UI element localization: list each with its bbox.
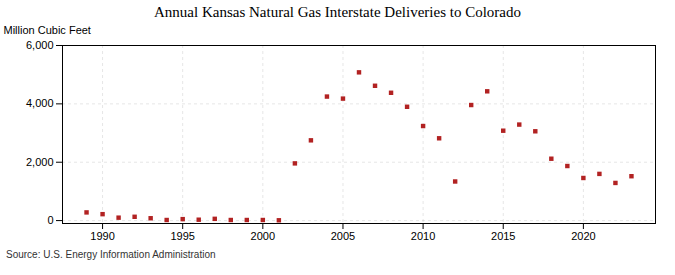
html-text:Source: U.S. Energy Informatio: Source: U.S. Energy Information Administ… — [6, 249, 216, 260]
svg-text:6,000: 6,000 — [26, 39, 54, 51]
svg-text:2,000: 2,000 — [26, 156, 54, 168]
svg-text:Million Cubic Feet: Million Cubic Feet — [4, 24, 91, 36]
svg-text:2015: 2015 — [491, 230, 515, 242]
html-text:Annual Kansas Natural Gas Inte: Annual Kansas Natural Gas Interstate Del… — [154, 4, 521, 20]
svg-text:2005: 2005 — [331, 230, 355, 242]
svg-text:2020: 2020 — [571, 230, 595, 242]
svg-text:1995: 1995 — [170, 230, 194, 242]
svg-text:1990: 1990 — [90, 230, 114, 242]
svg-text:4,000: 4,000 — [26, 97, 54, 109]
svg-text:0: 0 — [47, 214, 53, 226]
svg-text:2000: 2000 — [251, 230, 275, 242]
svg-text:2010: 2010 — [411, 230, 435, 242]
